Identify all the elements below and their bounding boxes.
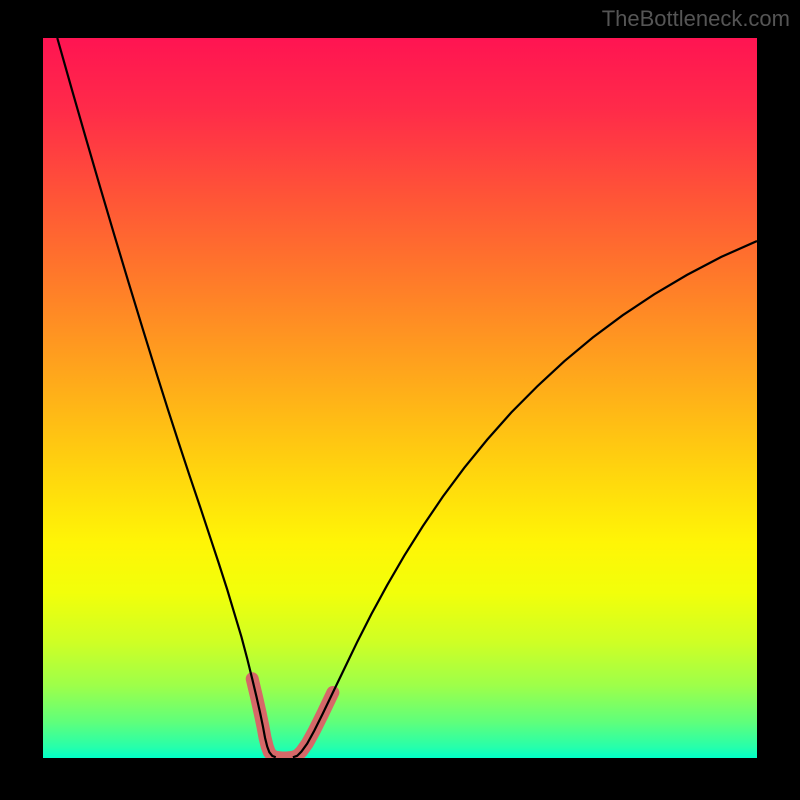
curve-layer [43, 38, 757, 758]
curve-left [57, 38, 275, 757]
watermark-text: TheBottleneck.com [602, 6, 790, 32]
plot-area [43, 38, 757, 758]
chart-frame: TheBottleneck.com [0, 0, 800, 800]
curve-right [293, 241, 757, 757]
